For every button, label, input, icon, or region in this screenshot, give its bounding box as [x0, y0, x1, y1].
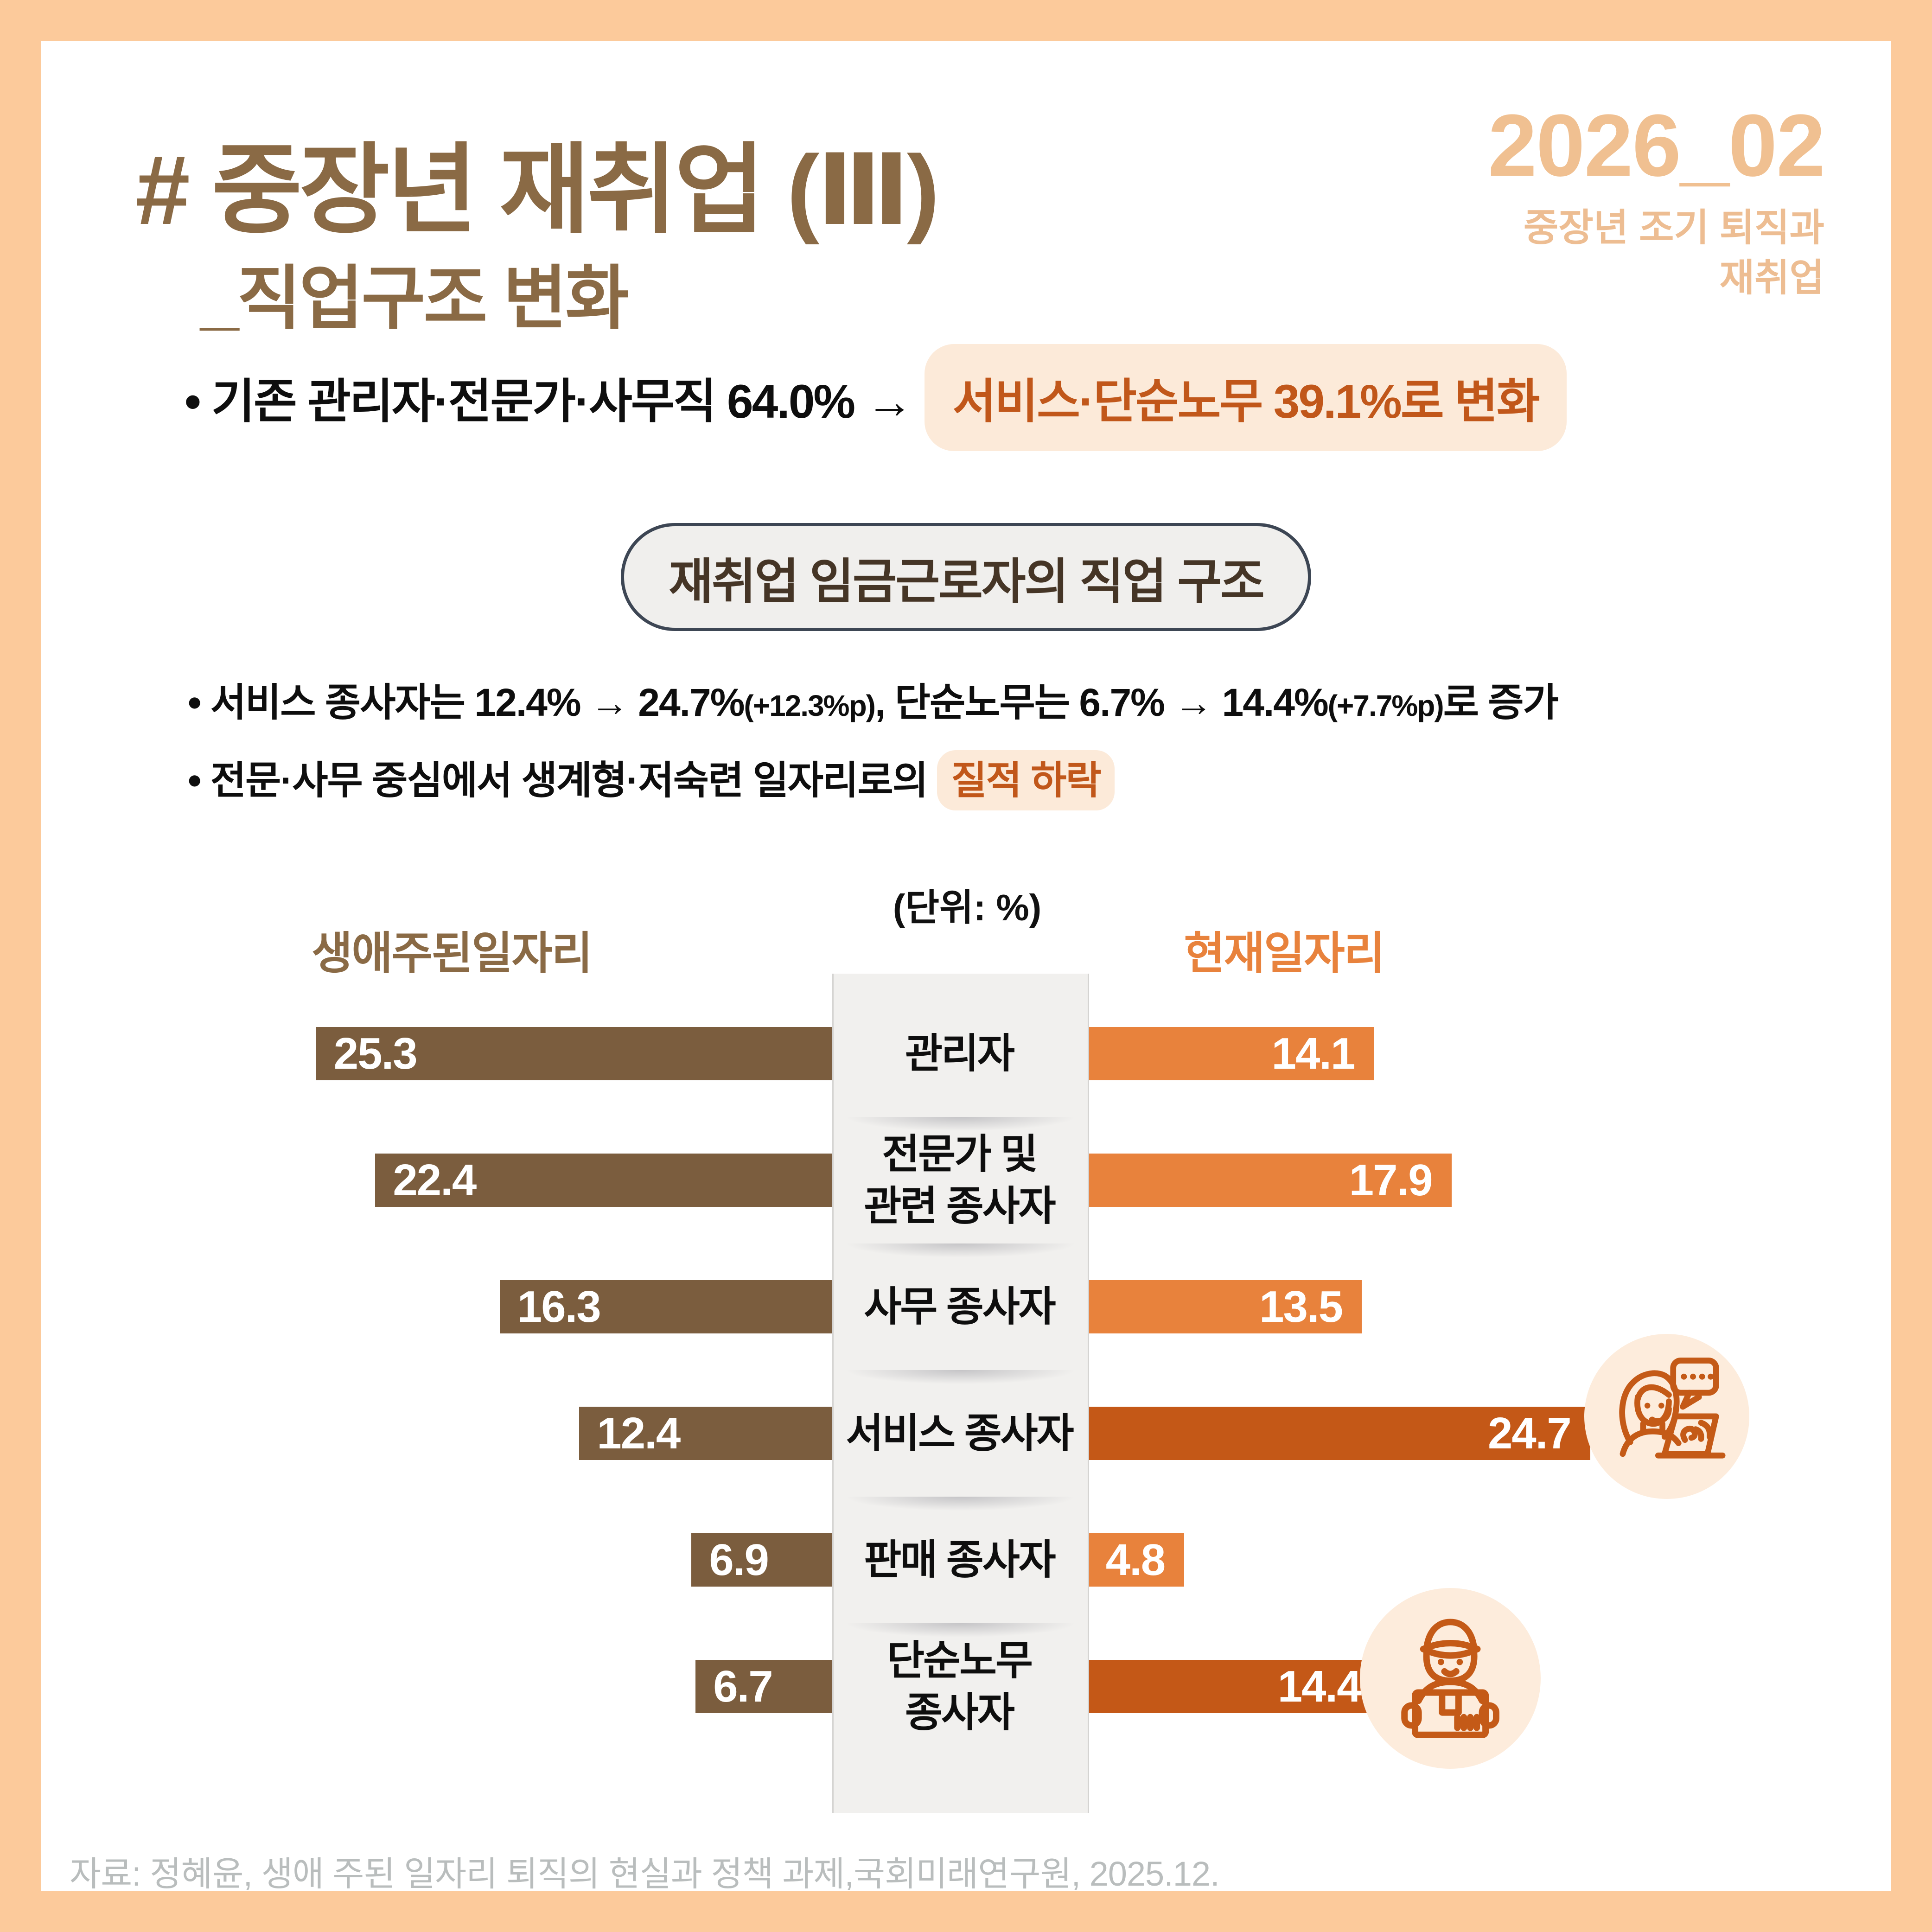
issue-caption: 중장년 조기 퇴직과 재취업 [1523, 207, 1824, 300]
category-label-service: 서비스 종사자 [846, 1410, 1074, 1456]
bullet-quality-drop: • 전문·사무 중심에서 생계형·저숙련 일자리로의 질적 하락 [188, 749, 1115, 810]
bullet-service-stats: • 서비스 종사자는 12.4% → 24.7%(+12.3%p), 단순노무는… [188, 671, 1559, 727]
bar-primary-sales: 6.9 [691, 1533, 832, 1587]
strip-seam [832, 1623, 1089, 1643]
bullet-text: • 전문·사무 중심에서 생계형·저숙련 일자리로의 [188, 759, 937, 802]
category-label-professional: 전문가 및 관련 종사자 [864, 1130, 1056, 1229]
customer-service-icon [1584, 1334, 1749, 1499]
key-message: • 기존 관리자·전문가·사무직 64.0% → 서비스·단순노무 39.1%로… [185, 344, 1567, 451]
bar-value: 14.1 [1271, 1028, 1356, 1078]
bar-primary-manager: 25.3 [316, 1027, 832, 1080]
strip-seam [832, 1243, 1089, 1263]
category-label-manager: 관리자 [905, 1030, 1015, 1077]
bullet-text-small: (+12.3%p) [744, 689, 876, 722]
bar-value: 22.4 [393, 1155, 477, 1205]
bar-current-office: 13.5 [1086, 1280, 1362, 1333]
bar-value: 14.4 [1277, 1661, 1362, 1711]
bar-value: 12.4 [597, 1408, 681, 1458]
bar-current-manual: 14.4 [1086, 1660, 1380, 1713]
bar-primary-office: 16.3 [499, 1280, 832, 1333]
category-label-office: 사무 종사자 [864, 1283, 1056, 1330]
key-message-text: • 기존 관리자·전문가·사무직 64.0% → [185, 375, 913, 428]
page-subtitle: _직업구조 변화 [200, 259, 629, 337]
chart-unit-label: (단위: %) [893, 887, 1042, 928]
category-label-manual: 단순노무 종사자 [887, 1637, 1033, 1735]
bullet-highlight: 질적 하락 [937, 750, 1115, 810]
source-note: 자료: 정혜윤, 생애 주된 일자리 퇴직의 현실과 정책 과제,국회미래연구원… [70, 1855, 1220, 1893]
bar-current-professional: 17.9 [1086, 1154, 1452, 1207]
bar-value: 6.7 [713, 1661, 773, 1711]
legend-primary-job: 생애주된일자리 [312, 929, 593, 978]
category-strip [832, 974, 1089, 1813]
legend-current-job: 현재일자리 [1184, 929, 1385, 978]
bar-value: 24.7 [1487, 1408, 1572, 1458]
bar-value: 17.9 [1349, 1155, 1433, 1205]
bullet-text: 로 증가 [1443, 681, 1559, 724]
bar-value: 25.3 [333, 1028, 418, 1078]
bar-value: 4.8 [1105, 1535, 1166, 1585]
category-label-sales: 판매 종사자 [864, 1537, 1056, 1583]
bar-value: 13.5 [1259, 1282, 1343, 1332]
key-message-highlight: 서비스·단순노무 39.1%로 변화 [925, 344, 1567, 451]
bar-current-sales: 4.8 [1086, 1533, 1185, 1587]
bullet-text-small: (+7.7%p) [1327, 689, 1444, 722]
strip-seam [832, 1497, 1089, 1516]
bar-primary-professional: 22.4 [375, 1154, 832, 1207]
page-title: # 중장년 재취업 (Ⅲ) [135, 135, 939, 245]
issue-number: 2026_02 [1488, 96, 1825, 195]
strip-seam [832, 1117, 1089, 1136]
bullet-text: , 단순노무는 6.7% → 14.4% [874, 681, 1329, 724]
bar-current-manager: 14.1 [1086, 1027, 1374, 1080]
bar-current-service: 24.7 [1086, 1407, 1590, 1460]
section-title-wrap: 재취업 임금근로자의 직업 구조 [0, 523, 1932, 631]
strip-seam [832, 1370, 1089, 1390]
bar-primary-service: 12.4 [579, 1407, 832, 1460]
bar-primary-manual: 6.7 [695, 1660, 832, 1713]
delivery-worker-icon [1360, 1588, 1541, 1769]
section-title-pill: 재취업 임금근로자의 직업 구조 [621, 523, 1311, 631]
bar-value: 16.3 [517, 1282, 601, 1332]
bullet-text: • 서비스 종사자는 12.4% → 24.7% [188, 681, 745, 724]
bar-value: 6.9 [709, 1535, 769, 1585]
